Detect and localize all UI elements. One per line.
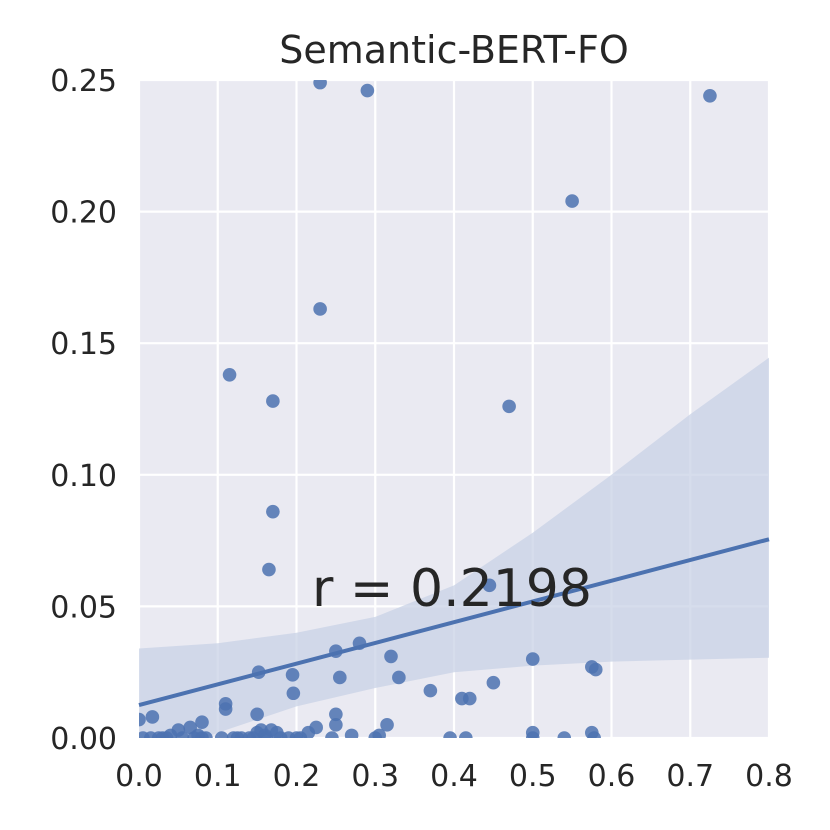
data-point [380, 718, 394, 732]
data-point [384, 649, 398, 664]
data-point [392, 670, 406, 685]
data-point [313, 302, 327, 316]
regression-line-group [138, 537, 770, 708]
data-point [525, 725, 540, 738]
x-tick-label: 0.1 [194, 759, 242, 794]
data-point [175, 731, 190, 738]
data-point [214, 731, 229, 738]
data-point [222, 367, 237, 382]
data-point [486, 675, 501, 690]
data-point [325, 731, 339, 738]
data-point [443, 731, 457, 738]
data-point [462, 691, 477, 706]
data-point [139, 712, 146, 727]
y-tick-label: 0.15 [50, 327, 117, 362]
data-point [588, 662, 603, 677]
data-points [139, 80, 717, 738]
data-point [266, 504, 280, 519]
data-point [557, 731, 572, 738]
confidence-band [139, 357, 769, 738]
correlation-annotation: r = 0.2198 [312, 559, 592, 619]
data-point [309, 720, 323, 735]
data-point [262, 562, 276, 577]
data-point [266, 394, 280, 408]
y-tick-label: 0.05 [50, 590, 117, 625]
regression-line [138, 537, 770, 708]
data-point [333, 670, 347, 685]
data-point [250, 707, 264, 722]
x-axis-ticks: 0.0 0.1 0.2 0.3 0.4 0.5 0.6 0.7 0.8 [115, 759, 793, 794]
x-tick-label: 0.0 [115, 759, 163, 794]
x-tick-label: 0.3 [351, 759, 399, 794]
data-point [329, 707, 343, 722]
data-point [703, 88, 717, 103]
data-point [286, 686, 301, 701]
data-point [459, 731, 473, 738]
confidence-band-area [139, 357, 769, 738]
y-tick-label: 0.20 [50, 196, 117, 231]
x-tick-label: 0.7 [666, 759, 714, 794]
data-point [482, 578, 497, 593]
y-axis-ticks: 0.00 0.05 0.10 0.15 0.20 0.25 [50, 64, 117, 757]
y-tick-label: 0.25 [50, 64, 117, 99]
data-point [329, 718, 343, 732]
data-point [218, 702, 233, 716]
y-tick-label: 0.00 [50, 722, 117, 757]
data-point [199, 731, 213, 738]
data-point [313, 80, 327, 90]
data-point [285, 668, 300, 682]
data-point [360, 83, 375, 98]
data-point [372, 728, 386, 738]
x-tick-label: 0.4 [430, 759, 478, 794]
data-point [145, 710, 160, 724]
data-point [344, 728, 359, 738]
x-tick-label: 0.6 [588, 759, 636, 794]
data-point [587, 731, 601, 738]
data-point [525, 652, 540, 666]
y-tick-label: 0.10 [50, 459, 117, 494]
chart-title: Semantic-BERT-FO [279, 28, 629, 72]
x-tick-label: 0.2 [273, 759, 321, 794]
x-tick-label: 0.8 [745, 759, 793, 794]
data-point [502, 399, 516, 414]
x-tick-label: 0.5 [509, 759, 557, 794]
data-point [195, 715, 209, 730]
data-point [423, 683, 438, 698]
data-point [565, 194, 579, 208]
